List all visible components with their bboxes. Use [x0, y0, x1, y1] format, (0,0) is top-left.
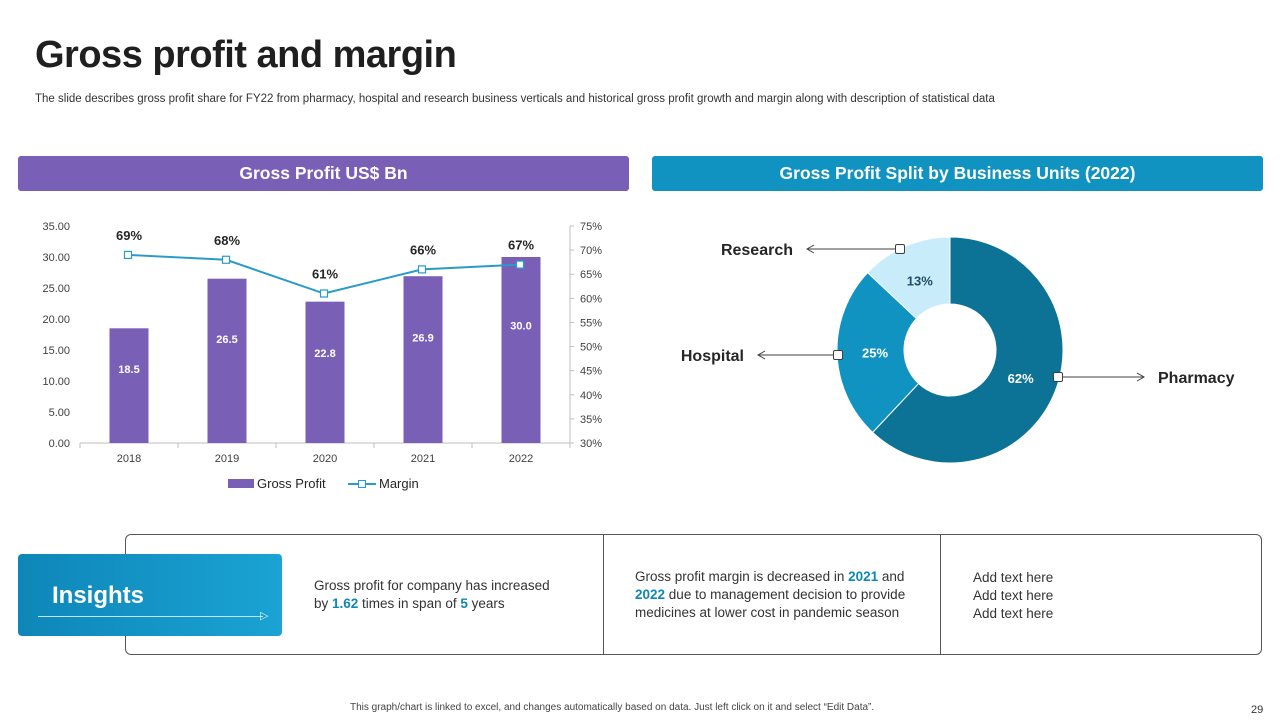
slice-research — [866, 236, 951, 320]
bar-value-label: 30.0 — [510, 321, 531, 333]
margin-label: 69% — [116, 228, 142, 243]
insight-text-2: Gross profit margin is decreased in 2021… — [635, 568, 905, 622]
margin-point-2021 — [417, 265, 427, 274]
legend-gross-profit-label: Gross Profit — [257, 476, 326, 491]
insight-text: times in span of — [358, 596, 461, 611]
x-tick-label: 2022 — [509, 453, 533, 465]
insights-underline — [38, 616, 263, 617]
insight-highlight: 2022 — [635, 587, 666, 602]
bar-2021 — [403, 276, 443, 443]
y-tick-label: 65% — [580, 269, 602, 281]
callout-handle — [1053, 372, 1063, 382]
business-split-chart[interactable]: 62% 25% 13% Pharmacy Hospital Research — [650, 220, 1270, 480]
x-tick-label: 2018 — [117, 453, 141, 465]
placeholder-text[interactable]: Add text here — [973, 606, 1054, 621]
insight-text-1: Gross profit for company has increased b… — [314, 577, 550, 613]
y-tick-label: 70% — [580, 245, 602, 257]
slice-value-label: 25% — [862, 345, 888, 360]
bar-2019 — [207, 278, 247, 443]
y-tick-label: 55% — [580, 317, 602, 329]
footer-note: This graph/chart is linked to excel, and… — [350, 702, 875, 713]
callout-label-hospital: Hospital — [681, 348, 744, 365]
callout-label-research: Research — [721, 242, 793, 259]
insight-text: and — [878, 569, 905, 584]
legend-gross-profit-swatch — [228, 479, 254, 488]
arrowhead-icon — [805, 244, 815, 254]
margin-point-2019 — [221, 255, 231, 264]
insights-divider — [603, 534, 604, 655]
y-tick-label: 20.00 — [42, 314, 70, 326]
bar-value-label: 26.5 — [216, 334, 237, 346]
y-tick-label: 40% — [580, 390, 602, 402]
slice-hospital — [836, 271, 920, 434]
callout-handle — [833, 350, 843, 360]
y-tick-label: 25.00 — [42, 283, 70, 295]
arrowhead-icon — [1136, 372, 1146, 382]
insight-text: years — [467, 596, 505, 611]
y-tick-label: 5.00 — [49, 407, 70, 419]
bar-2020 — [305, 301, 345, 443]
y-tick-label: 15.00 — [42, 345, 70, 357]
bar-value-label: 26.9 — [412, 332, 433, 344]
y-tick-label: 10.00 — [42, 376, 70, 388]
gross-profit-banner: Gross Profit US$ Bn — [18, 156, 629, 191]
bar-value-label: 18.5 — [118, 364, 139, 376]
slice-pharmacy — [871, 236, 1064, 464]
insight-text: due to management decision to provide — [665, 587, 906, 602]
y-tick-label: 30.00 — [42, 252, 70, 264]
x-tick-label: 2020 — [313, 453, 337, 465]
arrow-right-icon: ▷ — [260, 610, 269, 622]
callout-label-pharmacy: Pharmacy — [1158, 370, 1235, 387]
split-banner: Gross Profit Split by Business Units (20… — [652, 156, 1263, 191]
insights-label: Insights — [52, 582, 145, 609]
page-number: 29 — [1251, 704, 1264, 716]
margin-label: 68% — [214, 233, 240, 248]
y-tick-label: 60% — [580, 293, 602, 305]
gross-profit-chart[interactable]: 0.00 5.00 10.00 15.00 20.00 25.00 30.00 35.00 30… — [30, 210, 630, 510]
insights-divider — [940, 534, 941, 655]
placeholder-text[interactable]: Add text here — [973, 570, 1054, 585]
page-subtitle: The slide describes gross profit share f… — [35, 93, 995, 105]
insight-text: Gross profit margin is decreased in — [635, 569, 849, 584]
y-tick-label: 50% — [580, 342, 602, 354]
insight-highlight: 1.62 — [332, 596, 359, 611]
legend-margin-marker — [358, 480, 366, 488]
insight-text: medicines at lower cost in pandemic seas… — [635, 605, 900, 620]
insight-text-3: Add text here Add text here Add text her… — [973, 569, 1053, 623]
insights-card: Insights ▷ — [18, 554, 282, 636]
y-tick-label: 45% — [580, 366, 602, 378]
bar-value-label: 22.8 — [314, 348, 335, 360]
placeholder-text[interactable]: Add text here — [973, 588, 1054, 603]
margin-point-2018 — [123, 250, 133, 260]
bar-2018 — [109, 328, 149, 443]
y-tick-label: 75% — [580, 221, 602, 233]
bar-2022 — [501, 257, 541, 443]
margin-label: 67% — [508, 238, 534, 253]
slice-value-label: 13% — [907, 273, 933, 288]
arrowhead-icon — [756, 350, 766, 360]
insight-highlight: 2021 — [848, 569, 879, 584]
slice-value-label: 62% — [1008, 371, 1034, 386]
insight-highlight: 5 — [460, 596, 468, 611]
insight-text: by — [314, 596, 333, 611]
insight-text: Gross profit for company has increased — [314, 578, 550, 593]
y-tick-label: 35% — [580, 414, 602, 426]
x-tick-label: 2021 — [411, 453, 435, 465]
margin-point-2020 — [319, 289, 329, 298]
y-tick-label: 35.00 — [42, 221, 70, 233]
callout-handle — [895, 244, 905, 254]
margin-label: 61% — [312, 267, 338, 282]
x-tick-label: 2019 — [215, 453, 239, 465]
y-tick-label: 0.00 — [49, 438, 70, 450]
margin-label: 66% — [410, 242, 436, 257]
margin-point-2022 — [515, 260, 525, 269]
y-tick-label: 30% — [580, 438, 602, 450]
legend-margin-label: Margin — [379, 476, 419, 491]
page-title: Gross profit and margin — [35, 34, 457, 76]
